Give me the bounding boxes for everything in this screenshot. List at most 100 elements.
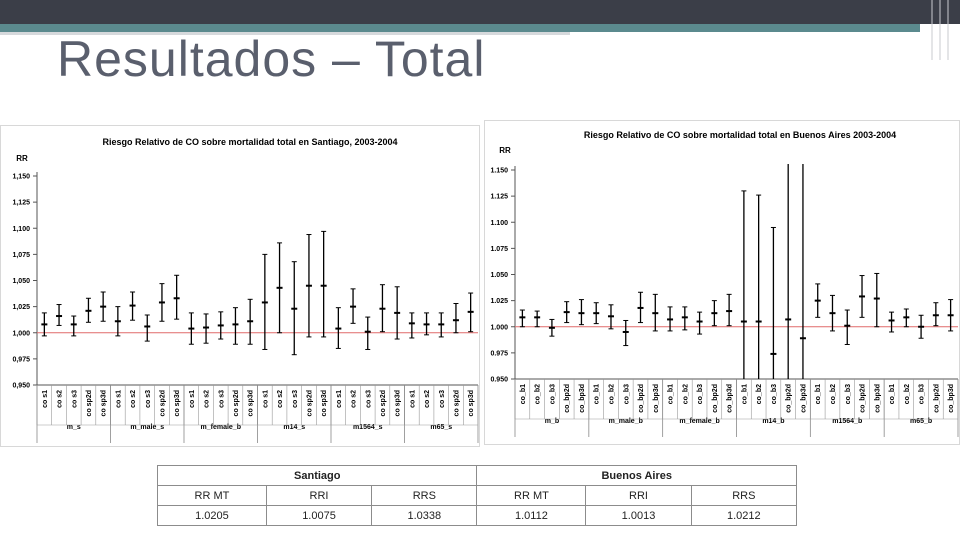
column-header: RRS <box>690 485 798 506</box>
x-tick-label: co_bp3d <box>874 384 881 413</box>
x-tick-label: co s1 <box>115 390 122 408</box>
x-tick-label: co s2 <box>204 390 211 408</box>
x-tick-label: co sp2d <box>453 390 460 416</box>
x-tick-label: co s2 <box>351 390 358 408</box>
x-tick-label: co s2 <box>130 390 137 408</box>
group-label: m1564_b <box>832 418 862 425</box>
x-tick-label: co sp2d <box>159 390 166 416</box>
x-tick-label: co s2 <box>57 390 64 408</box>
y-tick-label: 1,000 <box>12 330 30 337</box>
y-tick-label: 1,150 <box>12 174 30 181</box>
x-tick-label: co_b1 <box>520 384 527 404</box>
x-tick-label: co_b3 <box>845 384 852 404</box>
group-label: m_b <box>545 418 559 425</box>
x-tick-label: co sp3d <box>468 390 475 416</box>
x-tick-label: co_b2 <box>756 384 763 404</box>
group-label: m14_b <box>762 418 784 425</box>
x-tick-label: co s3 <box>218 390 225 408</box>
table-cell: 1.0338 <box>371 505 478 526</box>
x-tick-label: co_b2 <box>682 384 689 404</box>
slide-title: Resultados – Total <box>57 31 486 87</box>
table-cell: 1.0112 <box>476 505 587 526</box>
x-tick-label: co s2 <box>424 390 431 408</box>
x-tick-label: co_b3 <box>623 384 630 404</box>
group-label: m_female_b <box>201 424 241 431</box>
chart-title: Riesgo Relativo de CO sobre mortalidad t… <box>584 130 896 140</box>
x-tick-label: co sp3d <box>101 390 108 416</box>
x-tick-label: co_b3 <box>549 384 556 404</box>
group-label: m_s <box>67 424 81 431</box>
decoration <box>0 0 960 60</box>
x-tick-label: co sp2d <box>380 390 387 416</box>
y-axis-label: RR <box>16 154 28 163</box>
y-tick-label: 1,075 <box>12 252 30 259</box>
x-tick-label: co_bp3d <box>948 384 955 413</box>
group-label: m_female_b <box>679 418 719 425</box>
y-tick-label: 1.075 <box>490 246 508 253</box>
x-tick-label: co sp3d <box>395 390 402 416</box>
x-tick-label: co_b2 <box>904 384 911 404</box>
x-tick-label: co_b3 <box>919 384 926 404</box>
x-tick-label: co_b1 <box>668 384 675 404</box>
table-cell: 1.0205 <box>157 505 267 526</box>
x-tick-label: co s1 <box>409 390 416 408</box>
chart-border <box>0 125 480 447</box>
y-tick-label: 1,100 <box>12 226 30 233</box>
x-tick-label: co s3 <box>439 390 446 408</box>
y-tick-label: 1.100 <box>490 220 508 227</box>
x-tick-label: co_bp2d <box>564 384 571 413</box>
x-tick-label: co s1 <box>189 390 196 408</box>
y-tick-label: 1,050 <box>12 278 30 285</box>
x-tick-label: co_b3 <box>697 384 704 404</box>
x-tick-label: co_bp3d <box>727 384 734 413</box>
x-tick-label: co_b2 <box>535 384 542 404</box>
table-group: Buenos Aires <box>476 465 797 486</box>
y-tick-label: 1.125 <box>490 194 508 201</box>
x-tick-label: co sp2d <box>233 390 240 416</box>
x-tick-label: co_bp3d <box>653 384 660 413</box>
x-tick-label: co_b3 <box>771 384 778 404</box>
y-tick-label: 0,950 <box>12 383 30 390</box>
table-cell: 1.0013 <box>585 505 692 526</box>
x-tick-label: co sp3d <box>248 390 255 416</box>
y-tick-label: 1,025 <box>12 304 30 311</box>
group-label: m1564_s <box>353 424 383 431</box>
y-tick-label: 1.150 <box>490 168 508 175</box>
x-tick-label: co s3 <box>71 390 78 408</box>
x-tick-label: co s1 <box>42 390 49 408</box>
column-header: RR MT <box>157 485 267 506</box>
x-tick-label: co_bp3d <box>800 384 807 413</box>
column-header: RR MT <box>476 485 587 506</box>
x-tick-label: co_b1 <box>741 384 748 404</box>
chart-title: Riesgo Relativo de CO sobre mortalidad t… <box>102 137 397 147</box>
results-table: Santiago Buenos Aires RR MT RRI RRS RR MT RRI… <box>156 465 798 526</box>
x-tick-label: co_bp3d <box>579 384 586 413</box>
x-tick-label: co_bp2d <box>712 384 719 413</box>
x-tick-label: co_b1 <box>815 384 822 404</box>
group-label: m14_s <box>283 424 305 431</box>
chart: Riesgo Relativo de CO sobre mortalidad t… <box>0 125 480 447</box>
chart: Riesgo Relativo de CO sobre mortalidad t… <box>484 120 960 445</box>
y-tick-label: 0.975 <box>490 350 508 357</box>
marks <box>519 164 954 379</box>
marks <box>41 230 474 356</box>
group-label: m_male_b <box>609 418 643 425</box>
table-group: Santiago <box>156 465 478 486</box>
column-header: RRI <box>585 485 692 506</box>
table-cell: 1.0212 <box>690 505 798 526</box>
x-tick-label: co_bp2d <box>638 384 645 413</box>
table-cell: 1.0075 <box>265 505 373 526</box>
x-tick-label: co sp2d <box>306 390 313 416</box>
y-tick-label: 1.025 <box>490 298 508 305</box>
x-tick-label: co sp3d <box>174 390 181 416</box>
x-tick-label: co_bp2d <box>860 384 867 413</box>
group-label: m65_b <box>910 418 932 425</box>
y-tick-label: 1.050 <box>490 272 508 279</box>
x-tick-label: co s1 <box>262 390 269 408</box>
x-tick-label: co s3 <box>365 390 372 408</box>
x-tick-label: co s2 <box>277 390 284 408</box>
y-axis-label: RR <box>499 146 511 155</box>
x-tick-label: co_b1 <box>594 384 601 404</box>
x-tick-label: co_b1 <box>889 384 896 404</box>
